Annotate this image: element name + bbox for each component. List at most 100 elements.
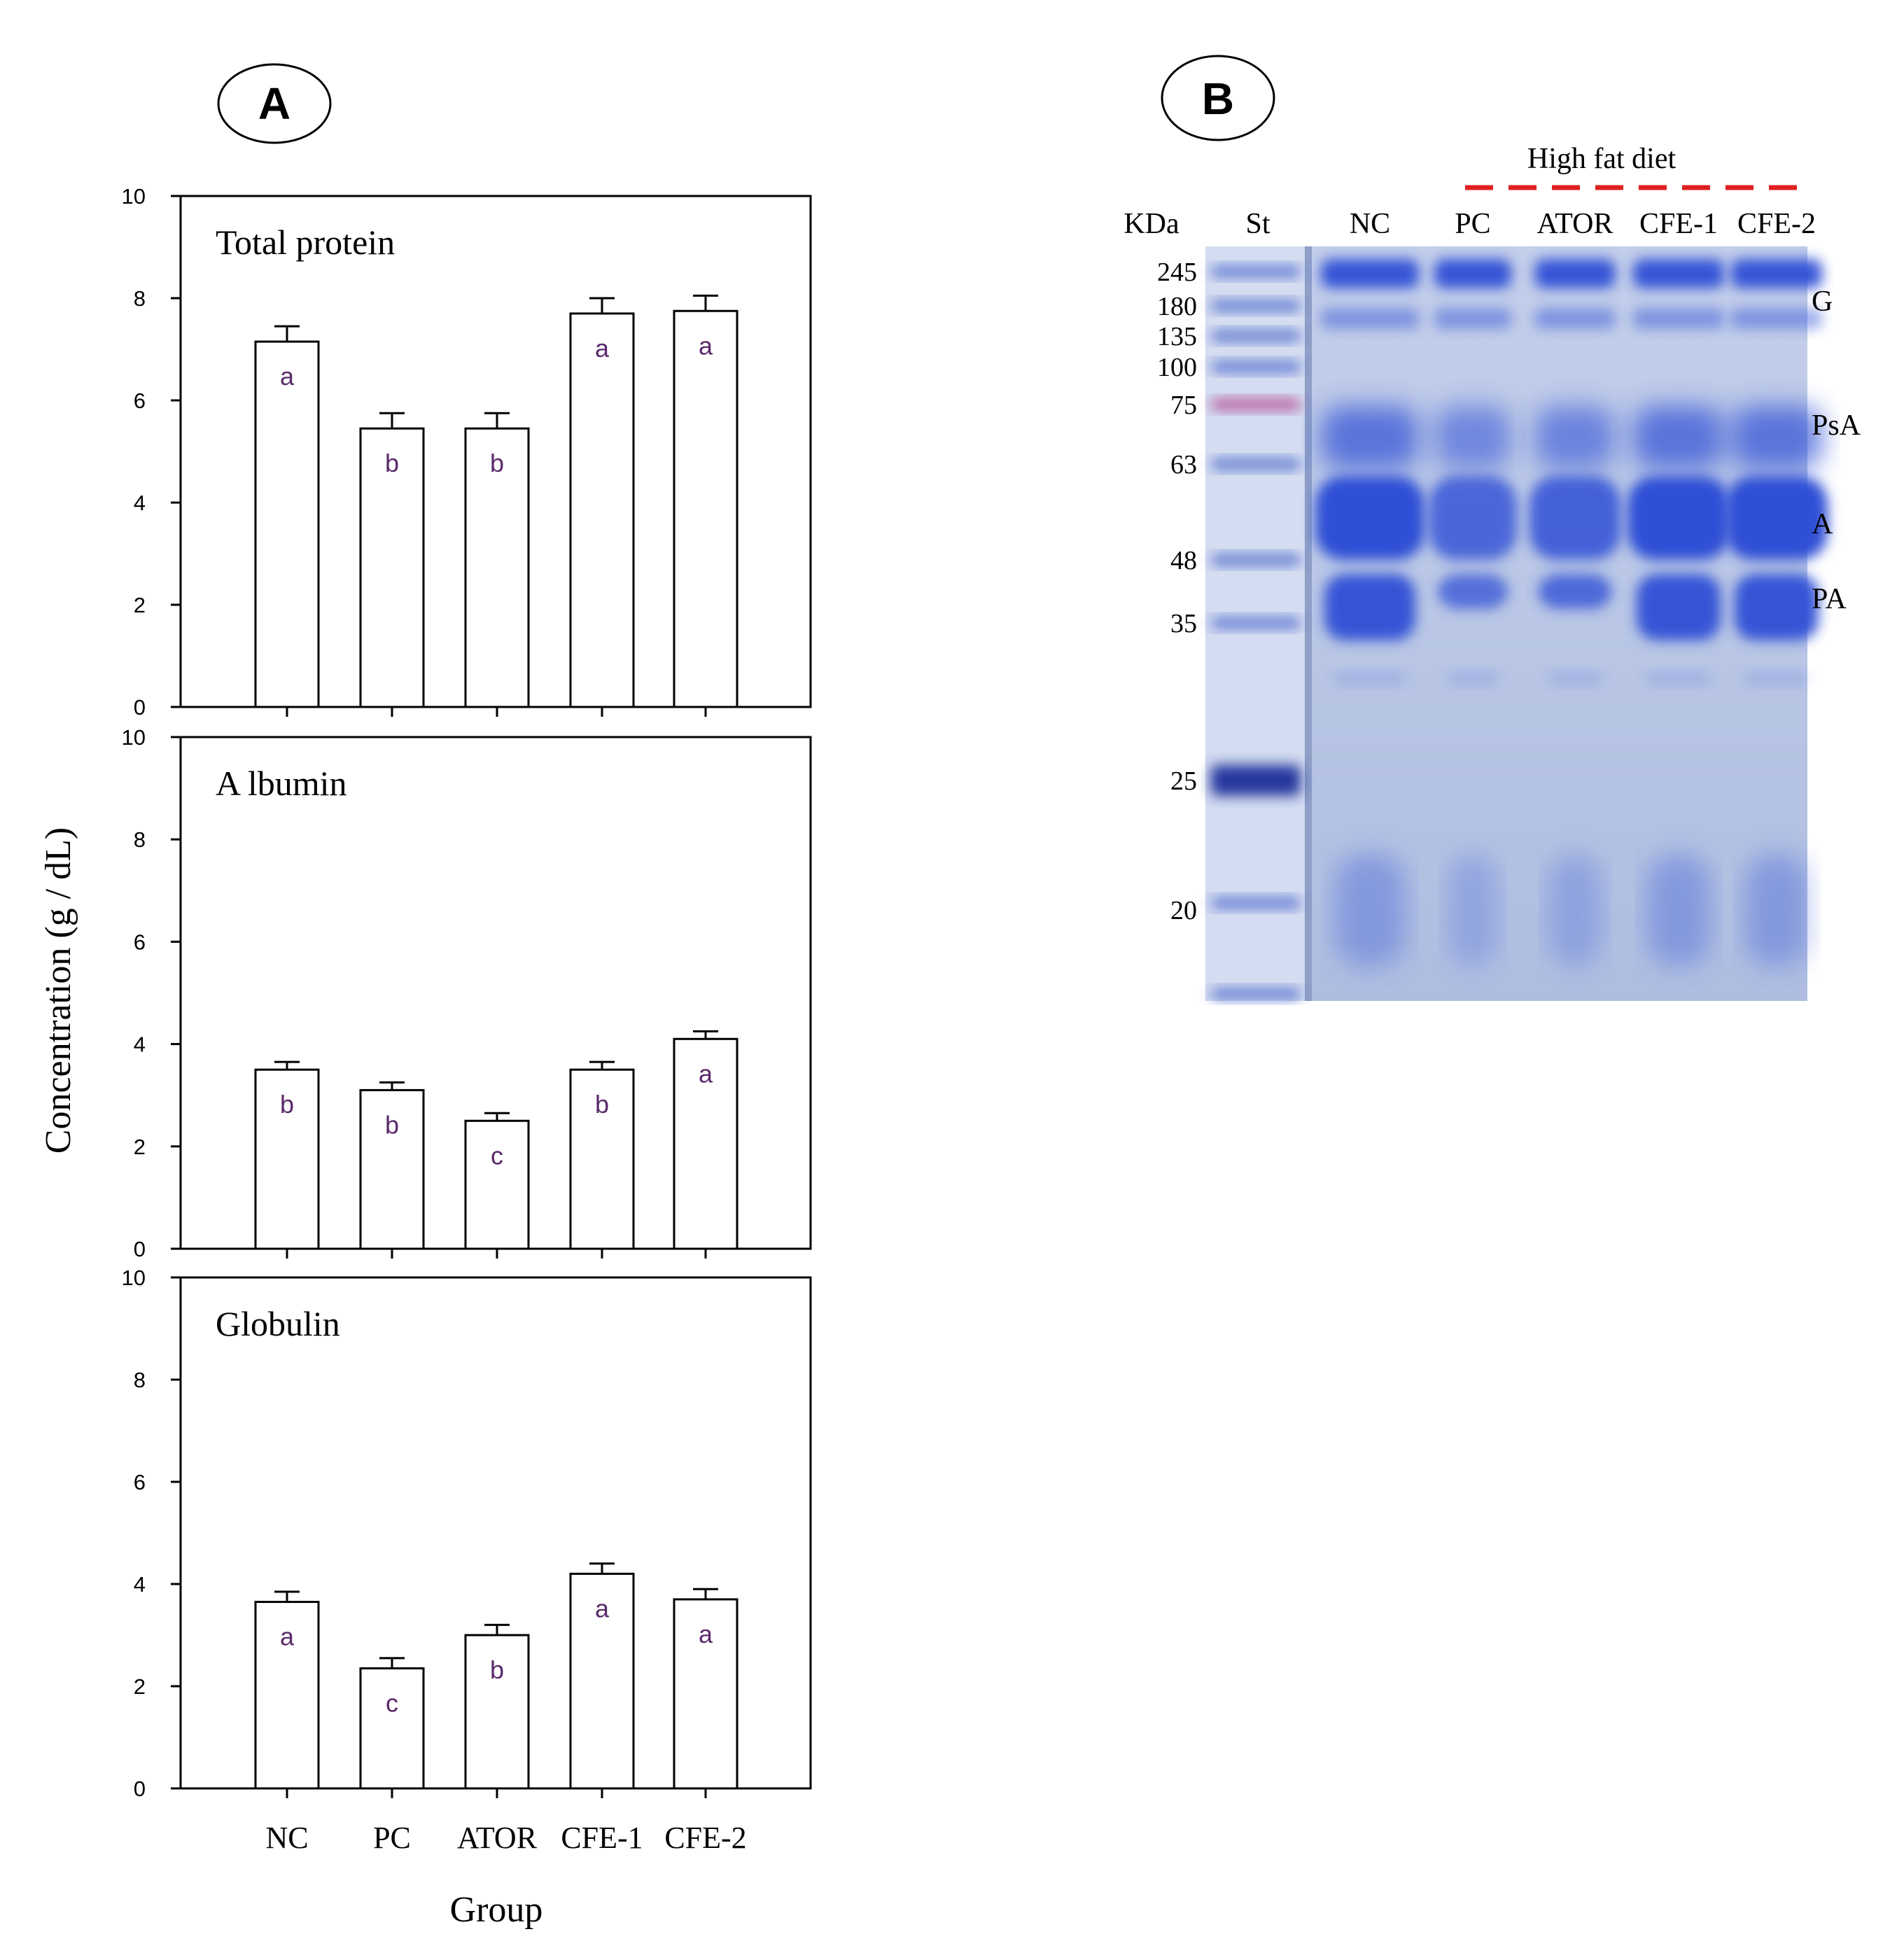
significance-letter: a (280, 1623, 295, 1651)
y-tick-label: 0 (134, 1777, 146, 1801)
band-psa (1534, 406, 1616, 469)
band-label: G (1812, 286, 1833, 318)
y-tick-label: 6 (134, 1470, 146, 1494)
kda-header: KDa (1124, 208, 1180, 240)
ladder-band (1211, 554, 1301, 566)
bar (359, 1088, 425, 1250)
band-label: PA (1812, 583, 1847, 615)
lane-labels: St NC PC ATOR CFE-1 CFE-2 (1245, 208, 1816, 240)
x-tick-label: PC (373, 1821, 411, 1855)
subplot-1: Total protein 0 2 4 6 8 10 a b b a a (122, 184, 812, 720)
band-g (1633, 259, 1724, 288)
significance-letter: c (491, 1141, 503, 1170)
subplot-title: Globulin (216, 1304, 340, 1343)
bar (254, 340, 320, 708)
subplot-2: A lbumin 0 2 4 6 8 10 b b c b a (122, 725, 812, 1261)
band-labels: G PsA A PA (1812, 286, 1861, 615)
band-psa (1633, 406, 1724, 469)
band-pa (1438, 574, 1508, 609)
band-faint (1335, 672, 1405, 685)
bar (673, 309, 738, 708)
x-tick-label: NC (265, 1821, 308, 1855)
y-tick-label: 4 (134, 491, 146, 515)
ladder-bands (1211, 266, 1301, 1000)
y-tick-label: 10 (122, 725, 146, 750)
subplot-3: Globulin 0 2 4 6 8 10 a NC c PC b ATOR a CFE-1 a CFE-2 (122, 1266, 812, 1855)
high-fat-diet-label: High fat diet (1527, 143, 1676, 175)
lane-divider (1305, 246, 1312, 1001)
marker-label: 180 (1157, 292, 1197, 321)
lane-label: NC (1350, 208, 1390, 240)
ladder-band (1211, 897, 1301, 909)
marker-label: 20 (1170, 896, 1197, 925)
significance-letter: b (595, 1090, 609, 1119)
bar (569, 1068, 635, 1250)
significance-letter: a (699, 1620, 713, 1648)
band-smear (1448, 854, 1497, 966)
bar (359, 427, 425, 708)
band-minor (1633, 308, 1724, 329)
y-tick-label: 8 (134, 286, 146, 311)
band-smear (1647, 854, 1710, 966)
bar (254, 1068, 320, 1250)
band-pa (1735, 574, 1819, 640)
significance-letter: b (280, 1090, 294, 1119)
significance-letter: b (490, 449, 504, 477)
significance-letter: b (490, 1655, 504, 1684)
panel-a-label: A (258, 78, 290, 129)
y-tick-label: 2 (134, 593, 146, 617)
y-tick-label: 2 (134, 1135, 146, 1159)
band-g (1321, 259, 1419, 288)
ladder-band (1211, 330, 1301, 342)
y-tick-label: 10 (122, 1266, 146, 1290)
band-faint (1448, 672, 1497, 685)
band-a (1628, 476, 1730, 560)
y-tick-label: 6 (134, 930, 146, 954)
panel-b-label: B (1202, 73, 1234, 124)
lane-label: St (1245, 208, 1270, 240)
significance-letter: b (385, 449, 399, 477)
marker-label: 25 (1170, 766, 1197, 796)
y-tick-label: 8 (134, 1368, 146, 1392)
bar (464, 1119, 530, 1250)
band-g (1534, 259, 1616, 288)
band-a (1726, 476, 1828, 560)
y-tick-label: 4 (134, 1032, 146, 1057)
band-minor (1434, 308, 1511, 329)
y-tick-label: 2 (134, 1674, 146, 1699)
bar (569, 312, 635, 708)
band-faint (1548, 672, 1602, 685)
band-faint (1745, 672, 1808, 685)
significance-letter: b (385, 1110, 399, 1139)
band-minor (1321, 308, 1419, 329)
ladder-band (1211, 266, 1301, 277)
marker-label: 135 (1157, 322, 1197, 351)
band-smear (1548, 854, 1602, 966)
band-minor (1731, 308, 1822, 329)
band-psa (1434, 406, 1511, 469)
y-tick-label: 6 (134, 388, 146, 413)
band-a (1315, 476, 1424, 560)
marker-label: 75 (1170, 391, 1197, 420)
band-label: A (1812, 508, 1833, 540)
significance-letter: c (386, 1688, 398, 1717)
lane-label: PC (1455, 208, 1490, 240)
panel-b: B High fat diet KDa St NC PC ATOR CFE-1 CFE-2… (1124, 55, 1861, 1001)
x-tick-label: ATOR (457, 1821, 538, 1855)
marker-label: 245 (1157, 258, 1197, 287)
ladder-band (1211, 361, 1301, 372)
lane-label: CFE-1 (1639, 208, 1718, 240)
ladder-band (1211, 617, 1301, 629)
marker-label: 48 (1170, 546, 1197, 575)
lane-label: CFE-2 (1737, 208, 1816, 240)
subplot-title: A lbumin (216, 764, 347, 803)
ladder-band (1211, 765, 1301, 796)
band-psa (1321, 406, 1419, 469)
band-a (1529, 476, 1621, 560)
significance-letter: a (595, 334, 610, 363)
x-tick-label: CFE-2 (664, 1821, 746, 1855)
band-faint (1647, 672, 1710, 685)
y-tick-label: 8 (134, 827, 146, 852)
panel-a: A Concentration (g / dL) Group Total pro… (38, 63, 812, 1930)
